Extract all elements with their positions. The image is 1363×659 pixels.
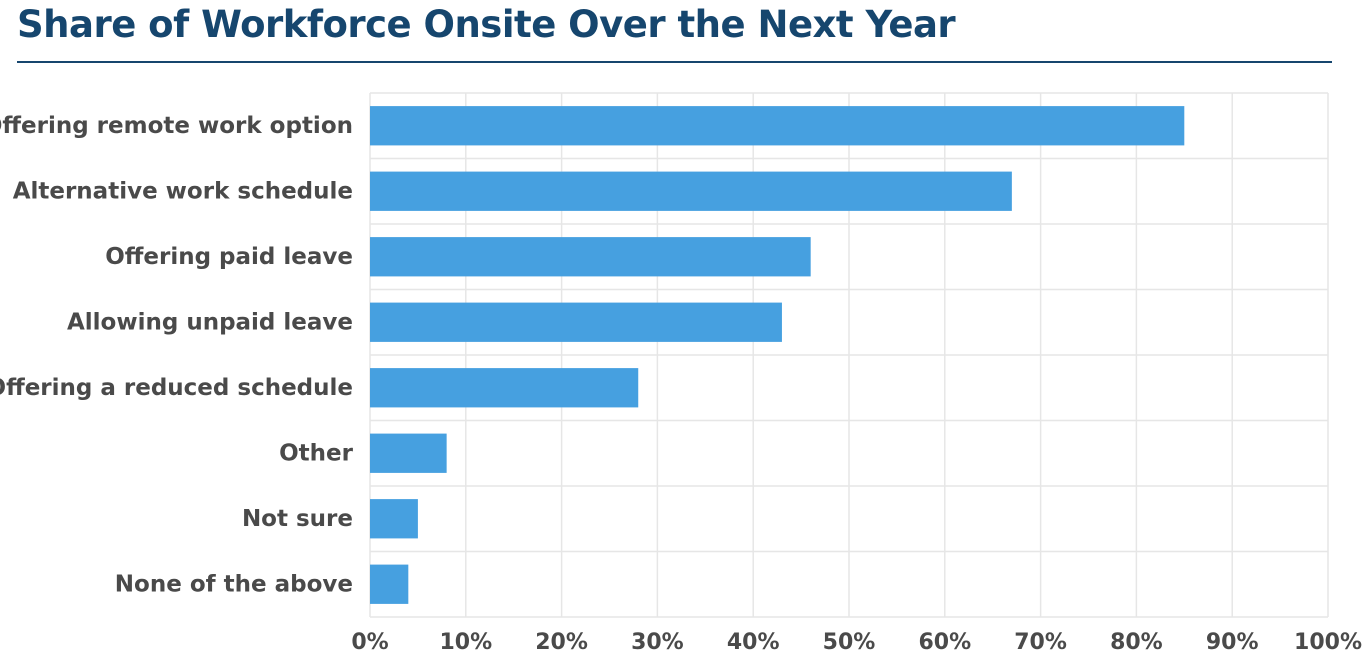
x-tick-label: 100% [1294, 630, 1362, 655]
x-tick-label: 60% [918, 630, 971, 655]
x-tick-label: 90% [1206, 630, 1259, 655]
x-axis-tick-labels: 0% 10% 20% 30% 40% 50% 60% 70% 80% 90% 100% [351, 630, 1362, 655]
bar [370, 237, 811, 277]
category-label: Offering a reduced schedule [0, 375, 353, 401]
gridlines [369, 92, 1329, 618]
bar [370, 433, 447, 473]
title-divider [17, 61, 1332, 63]
x-tick-label: 80% [1110, 630, 1163, 655]
category-label: None of the above [115, 571, 353, 597]
x-tick-label: 30% [631, 630, 684, 655]
bar [370, 368, 639, 408]
bar [370, 106, 1185, 146]
x-tick-label: 10% [439, 630, 492, 655]
bar [370, 302, 782, 342]
chart-title: Share of Workforce Onsite Over the Next … [17, 3, 956, 46]
category-label: Offering paid leave [105, 244, 353, 270]
x-tick-label: 40% [727, 630, 780, 655]
bars [370, 106, 1185, 604]
x-tick-label: 20% [535, 630, 588, 655]
bar [370, 564, 409, 604]
x-tick-label: 50% [823, 630, 876, 655]
x-tick-label: 0% [351, 630, 388, 655]
category-label: Allowing unpaid leave [67, 309, 353, 335]
category-label: Not sure [242, 506, 353, 532]
x-tick-label: 70% [1014, 630, 1067, 655]
bar [370, 499, 418, 539]
category-label: Alternative work schedule [13, 178, 353, 204]
category-label: Other [279, 440, 354, 466]
bar [370, 171, 1012, 211]
category-label: Offering remote work option [0, 113, 353, 139]
category-labels: Offering remote work option Alternative w… [0, 113, 354, 598]
